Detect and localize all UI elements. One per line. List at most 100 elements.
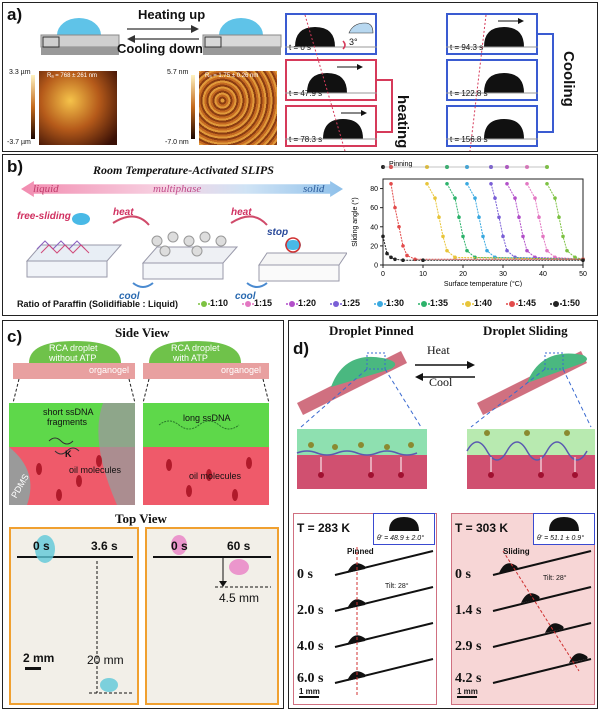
theta-right: θ' = 51.1 ± 0.9° (537, 535, 584, 542)
x-tick-label-3: 30 (499, 271, 507, 278)
free-sliding-label: free-sliding (17, 211, 71, 222)
series-0-point-2 (557, 215, 561, 220)
legend-label-4: 1:30 (386, 298, 405, 308)
droplet-pinned-title: Droplet Pinned (329, 323, 414, 338)
heating-time-0: t = 0 s (289, 43, 312, 52)
legend-item-0: 1:10 (201, 298, 228, 308)
pinned-time-1: 2.0 s (297, 603, 324, 618)
series-7-point-1 (393, 205, 397, 210)
legend-item-2: 1:20 (289, 298, 316, 308)
y-tick-label-1: 20 (370, 243, 378, 250)
theta-insets-drops (389, 517, 579, 531)
x-tick-label-0: 0 (381, 271, 385, 278)
legend-item-4: 1:30 (377, 298, 404, 308)
rca-atp-line1: RCA droplet (171, 343, 220, 353)
short-ssdna-line1: short ssDNA (43, 407, 94, 417)
legend-label-8: 1:50 (562, 298, 581, 308)
series-1-point-1 (533, 196, 537, 200)
cool-label-1: cool (119, 291, 140, 302)
series-5-point-1 (453, 196, 457, 200)
cooling-time-2: t = 156.8 s (450, 135, 488, 144)
series-0-point-3 (561, 234, 565, 239)
series-0-point-0 (545, 181, 549, 186)
heating-label: heating (394, 95, 411, 149)
sliding-time-1: 1.4 s (455, 603, 482, 618)
heating-time-1: t = 47.9 s (289, 89, 323, 98)
top-view-drops (17, 535, 271, 694)
series-line-8 (382, 236, 583, 261)
x-tick-label-1: 10 (419, 271, 427, 278)
y-axis-label: Sliding angle (°) (351, 197, 359, 247)
heating-frame-0 (285, 13, 377, 55)
y-tick-label-4: 80 (370, 186, 378, 193)
series-8-point-3 (393, 257, 397, 262)
phase-solid: solid (303, 183, 325, 195)
series-4-point-1 (473, 196, 477, 200)
legend-swatch-5 (421, 300, 427, 307)
cool-arrow-label: Cool (429, 375, 453, 389)
side-view-title: Side View (115, 325, 170, 340)
pinned-time-2: 4.0 s (297, 639, 324, 654)
legend-swatch-8 (553, 300, 559, 307)
scale-bar-2mm: 2 mm (23, 651, 55, 665)
side-view-diagram (9, 341, 270, 505)
sliding-angle-chart: 0 10 20 30 40 50 0 20 40 60 80 Surface temperature … (351, 161, 587, 287)
legend-item-5: 1:35 (421, 298, 448, 308)
top-right-time-1: 60 s (227, 539, 251, 553)
cool-label-2: cool (235, 291, 256, 302)
cooling-time-0: t = 94.3 s (450, 43, 484, 52)
legend-item-8: 1:50 (553, 298, 580, 308)
long-ssdna-label: long ssDNA (183, 413, 231, 423)
panel-b: b) Room Temperature-Activated SLIPS liqu… (2, 154, 598, 316)
series-5-point-0 (445, 181, 449, 186)
legend-swatch-0 (201, 300, 207, 307)
series-line-0 (546, 183, 584, 260)
panel-d-schematic (296, 351, 595, 489)
cooling-label: Cooling (560, 51, 577, 107)
series-1-point-3 (541, 234, 545, 239)
afm-left-ra: Rₐ = 768 ± 261 nm (47, 73, 98, 79)
legend-label-6: 1:40 (474, 298, 493, 308)
pinned-experiment-frame (293, 513, 437, 705)
panel-c: c) Side View RCA droplet without ATP RCA… (2, 320, 284, 709)
legend-label-2: 1:20 (298, 298, 317, 308)
theta-left: θ' = 48.9 ± 2.0° (377, 535, 424, 542)
x-tick-label-5: 50 (579, 271, 587, 278)
rca-no-atp-line2: without ATP (49, 353, 97, 363)
series-8-point-0 (381, 234, 385, 239)
pinned-time-3: 6.0 s (297, 671, 324, 686)
series-0-point-4 (565, 248, 569, 253)
afm-right-top: 5.7 nm (167, 69, 189, 76)
top-left-time-0: 0 s (33, 539, 50, 553)
x-tick-label-4: 40 (539, 271, 547, 278)
panel-b-label: b) (7, 157, 24, 176)
droplet-sliding-title: Droplet Sliding (483, 323, 568, 338)
panel-a-schematic (40, 18, 282, 55)
series-0-point-1 (553, 196, 557, 200)
rca-no-atp-line1: RCA droplet (49, 343, 98, 353)
legend-item-3: 1:25 (333, 298, 360, 308)
y-tick-label-3: 60 (370, 205, 378, 212)
heat-label-2: heat (231, 207, 252, 218)
temp-303: T = 303 K (455, 521, 509, 535)
afm-right-ra: Rₐ = 1.75 ± 0.26 nm (205, 73, 259, 79)
ratio-legend: 1:10 1:15 1:20 1:25 1:30 1:35 1:40 1:45 1:50 (201, 298, 597, 312)
legend-item-6: 1:40 (465, 298, 492, 308)
phase-liquid: liquid (33, 183, 59, 195)
series-line-1 (526, 183, 584, 260)
series-6-point-1 (433, 196, 437, 200)
afm-left-colorbar (31, 75, 35, 139)
series-8-point-1 (385, 251, 389, 256)
tilt-left: Tilt: 28° (385, 583, 409, 590)
series-4-point-0 (465, 181, 469, 186)
legend-label-5: 1:35 (430, 298, 449, 308)
x-tick-label-2: 20 (459, 271, 467, 278)
legend-swatch-2 (289, 300, 295, 307)
series-5-point-4 (465, 248, 469, 253)
tilt-right: Tilt: 28° (543, 575, 567, 582)
oil-molecules-left: oil molecules (69, 465, 122, 475)
heating-droplets (285, 14, 377, 151)
legend-label-7: 1:45 (518, 298, 537, 308)
distance-4-5mm: 4.5 mm (219, 591, 260, 605)
afm-right-bottom: -7.0 nm (165, 139, 189, 146)
